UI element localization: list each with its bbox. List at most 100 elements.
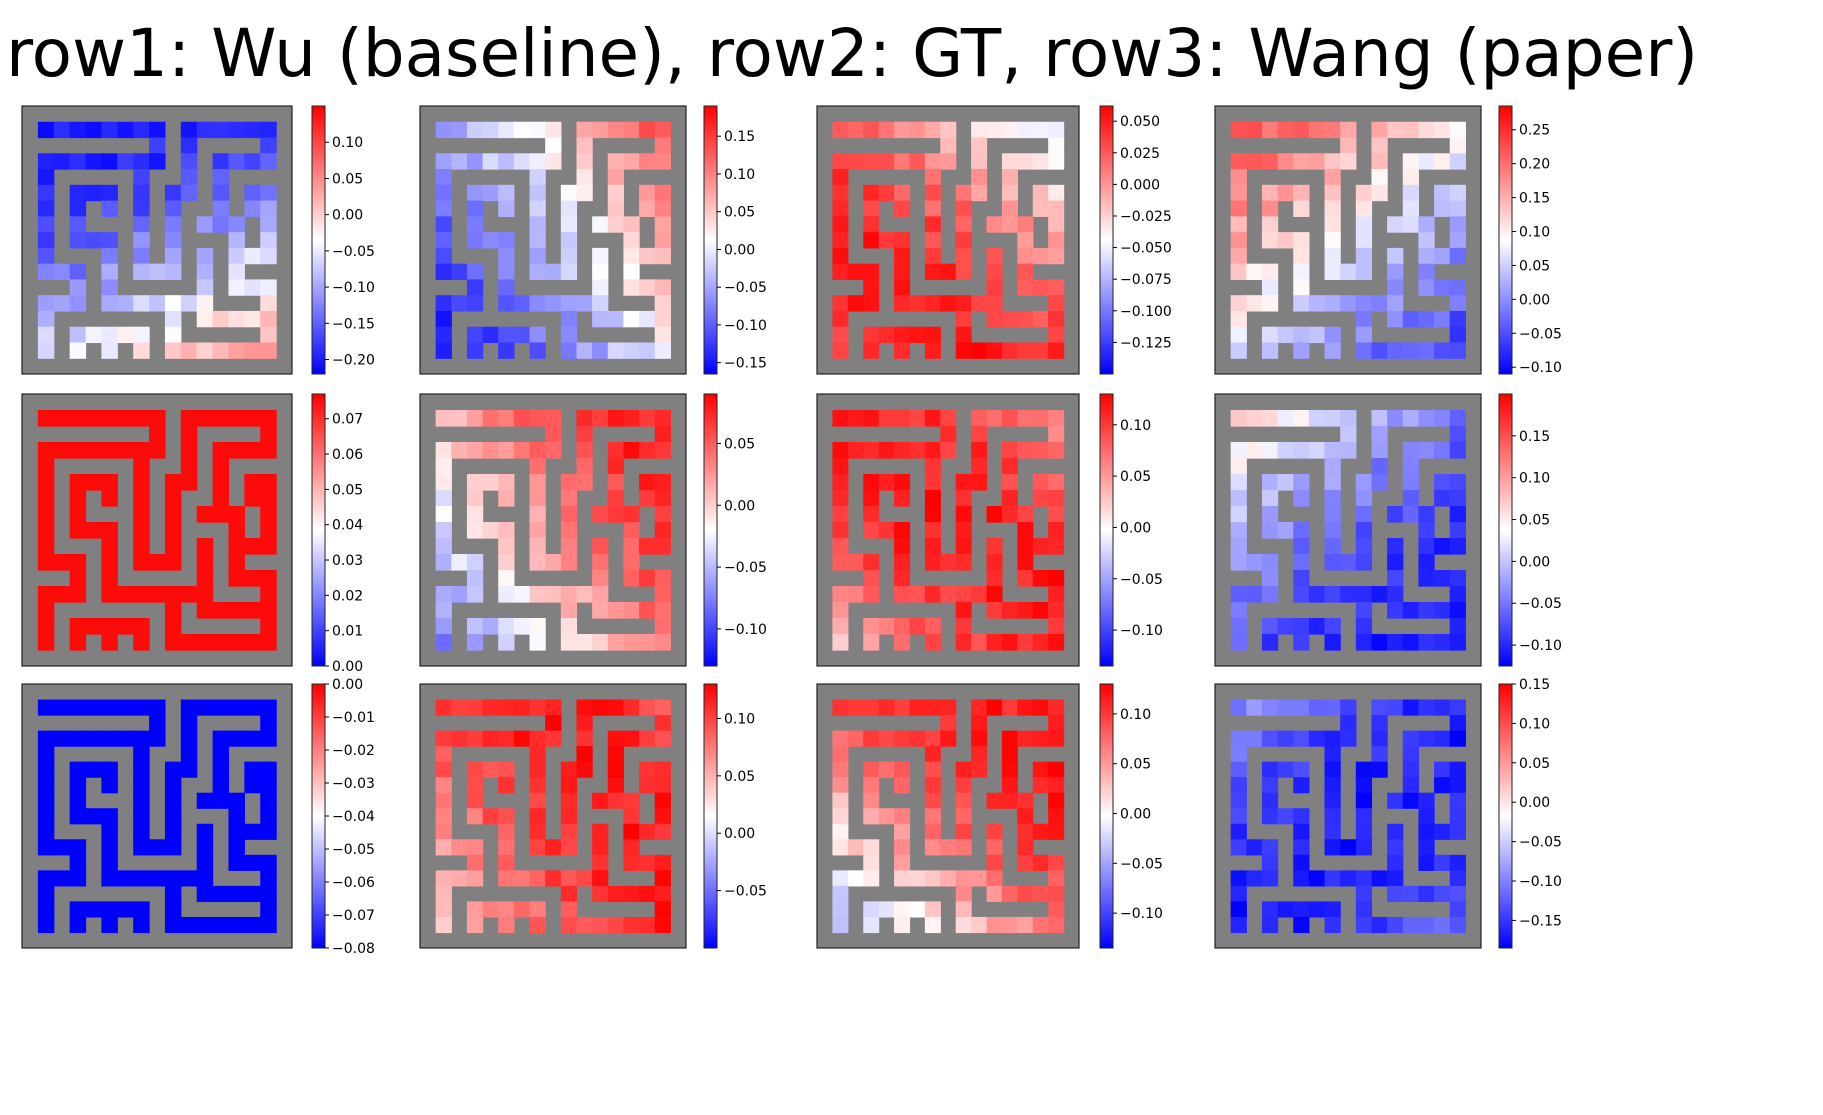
heatmap-cell [1434, 570, 1451, 587]
heatmap-cell [451, 730, 468, 747]
heatmap-cell [1032, 538, 1049, 555]
heatmap-cell [1355, 554, 1373, 571]
heatmap-cell [133, 121, 150, 139]
heatmap-cell [1355, 184, 1373, 202]
heatmap-cell [228, 342, 245, 359]
heatmap-cell [1418, 730, 1435, 747]
heatmap-cell [654, 538, 671, 555]
heatmap-cell [560, 901, 578, 918]
heatmap-cell [1434, 699, 1451, 716]
heatmap-cell [894, 808, 911, 825]
heatmap-cell [466, 870, 484, 887]
heatmap-cell [894, 490, 911, 507]
heatmap-cell [1261, 870, 1279, 887]
heatmap-cell [212, 916, 230, 934]
heatmap-cell [529, 169, 546, 186]
heatmap-cell [878, 761, 895, 778]
heatmap-cell [1032, 310, 1049, 328]
heatmap-cell [1246, 121, 1263, 139]
heatmap-cell [260, 761, 277, 778]
heatmap-cell [1449, 247, 1466, 265]
heatmap-cell [971, 870, 988, 887]
heatmap-cell [529, 184, 546, 202]
heatmap-cell [1308, 442, 1326, 459]
heatmap-cell [1449, 426, 1466, 443]
heatmap-cell [560, 808, 578, 825]
heatmap-cell [1449, 342, 1466, 359]
heatmap-cell [260, 602, 277, 619]
heatmap-cell [1434, 730, 1451, 747]
heatmap-cell [1230, 839, 1247, 856]
heatmap-cell [986, 586, 1003, 603]
heatmap-cell [498, 232, 515, 249]
heatmap-cell [1261, 916, 1279, 934]
heatmap-cell [1324, 442, 1341, 459]
heatmap-cell [260, 279, 277, 296]
heatmap-cell [1387, 216, 1404, 233]
heatmap-cell [228, 885, 245, 903]
heatmap-cell [529, 247, 546, 265]
colorbar-tick-label: −0.05 [1120, 856, 1163, 872]
heatmap-cell [466, 699, 484, 716]
heatmap-cell [1418, 538, 1435, 555]
heatmap-cell [1371, 916, 1388, 934]
heatmap-cell [260, 823, 277, 840]
heatmap-cell [1387, 263, 1404, 281]
heatmap-cell [1048, 870, 1065, 887]
heatmap-cell [244, 761, 261, 778]
panel-r3c4: 0.150.100.050.00−0.05−0.10−0.15 [1214, 677, 1562, 949]
heatmap-cell [498, 699, 515, 716]
heatmap-cell [1017, 216, 1034, 233]
heatmap-cell [1230, 554, 1247, 571]
heatmap-cell [149, 699, 166, 716]
heatmap-cell [101, 184, 118, 202]
heatmap-cell [623, 153, 640, 170]
heatmap-cell [1048, 618, 1065, 635]
heatmap-cell [498, 570, 515, 587]
heatmap-cell [1434, 247, 1451, 265]
heatmap-cell [196, 538, 214, 555]
heatmap-cell [607, 746, 625, 763]
figure-title: row1: Wu (baseline), row2: GT, row3: Wan… [6, 15, 1699, 92]
heatmap-cell [196, 121, 214, 139]
heatmap-cell [654, 870, 671, 887]
heatmap-cell [133, 792, 150, 809]
heatmap-cell [69, 901, 87, 918]
heatmap-cell [863, 792, 880, 809]
heatmap-cell [863, 901, 880, 918]
colorbar-tick-label: −0.06 [332, 875, 375, 891]
heatmap-cell [924, 554, 941, 571]
heatmap-cell [1277, 618, 1294, 635]
heatmap-cell [1308, 699, 1326, 716]
heatmap-cell [560, 216, 578, 233]
heatmap-cell [924, 839, 941, 856]
heatmap-cell [1230, 586, 1247, 603]
heatmap-cell [498, 121, 515, 139]
heatmap-cell [1230, 295, 1247, 312]
heatmap-cell [1355, 232, 1373, 249]
heatmap-cell [560, 310, 578, 328]
heatmap-cell [623, 570, 640, 587]
heatmap-cell [1261, 839, 1279, 856]
heatmap-cell [164, 474, 182, 491]
heatmap-cell [529, 777, 546, 794]
heatmap-cell [212, 699, 230, 716]
colorbar-tick-label: 0.04 [332, 518, 363, 534]
heatmap-cell [847, 586, 864, 603]
heatmap-cell [1402, 777, 1420, 794]
heatmap-cell [971, 715, 988, 732]
heatmap-cell [164, 602, 182, 619]
heatmap-cell [1434, 823, 1451, 840]
heatmap-cell [832, 506, 849, 523]
heatmap-cell [101, 474, 118, 491]
heatmap-cell [607, 602, 625, 619]
heatmap-cell [260, 901, 277, 918]
heatmap-cell [1324, 153, 1341, 170]
heatmap-cell [1355, 618, 1373, 635]
colorbar-frame [1099, 105, 1114, 375]
heatmap-cell [1340, 121, 1357, 139]
heatmap-cell [654, 184, 671, 202]
heatmap-cell [878, 618, 895, 635]
heatmap-cell [1402, 216, 1420, 233]
heatmap-cell [940, 586, 957, 603]
